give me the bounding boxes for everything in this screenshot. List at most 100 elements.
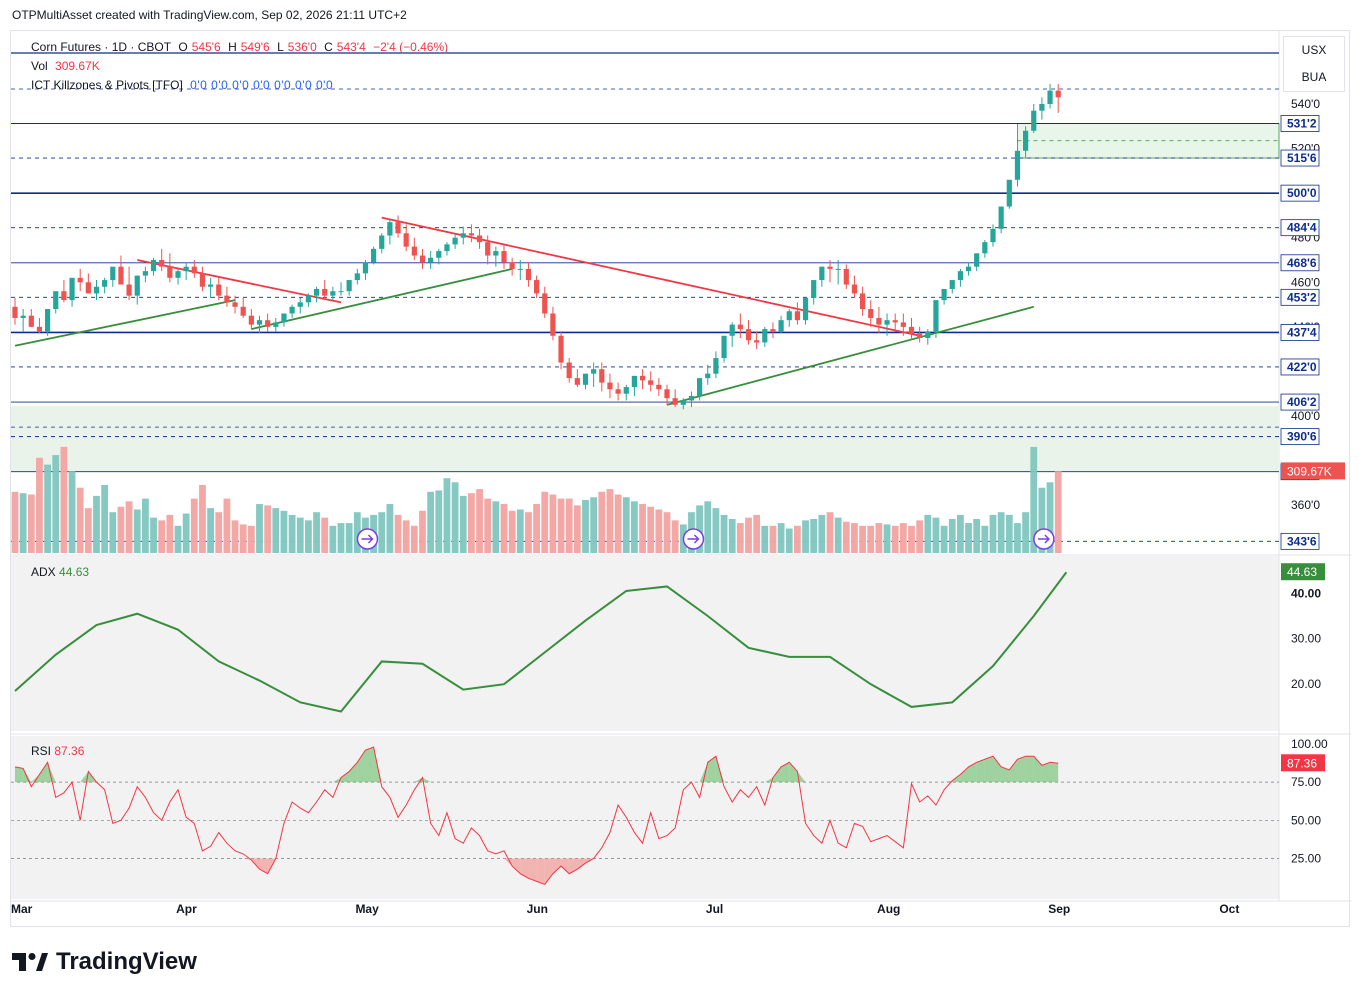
adx-tick-label: 40.00 xyxy=(1291,586,1321,600)
candle-body xyxy=(395,222,401,234)
volume-bar xyxy=(321,517,329,553)
volume-bar xyxy=(826,512,834,553)
candle-body xyxy=(1023,130,1029,151)
candle-body xyxy=(525,268,532,281)
tradingview-logo-text: TradingView xyxy=(56,948,197,975)
volume-bar xyxy=(696,505,703,553)
currency-unit[interactable]: USX xyxy=(1301,43,1327,57)
candle-body xyxy=(452,237,458,245)
candle-body xyxy=(786,311,792,321)
candle-body xyxy=(428,257,434,263)
candle-body xyxy=(542,293,548,314)
chart-svg[interactable]: 360'0400'0440'0460'0480'0520'0540'0531'2… xyxy=(11,31,1351,928)
volume-bar xyxy=(223,498,231,553)
volume-bar xyxy=(492,501,500,553)
main-legend: Corn Futures · 1D · CBOT O 545'6 H 549'6 L… xyxy=(31,40,452,54)
volume-bar xyxy=(402,520,410,553)
volume-bar xyxy=(52,455,60,553)
price-level-label: 343'6 xyxy=(1287,534,1317,548)
adx-last-label: 44.63 xyxy=(1287,565,1317,579)
candle-body xyxy=(436,251,442,258)
volume-bar xyxy=(1005,514,1013,553)
price-tick-label: 460'0 xyxy=(1291,275,1320,289)
price-level-box xyxy=(1280,219,1320,237)
price-level-label: 453'2 xyxy=(1287,290,1317,304)
price-tick-label: 540'0 xyxy=(1291,97,1320,111)
candle-body xyxy=(656,384,662,390)
volume-bar xyxy=(60,446,68,553)
legend-high-value: 549'6 xyxy=(240,40,270,54)
unit-selector[interactable]: USX BUA xyxy=(1283,36,1345,92)
volume-bar xyxy=(720,514,728,553)
rsi-overbought-fill xyxy=(422,777,431,783)
candle-body xyxy=(990,228,996,243)
candle-body xyxy=(28,315,34,327)
rsi-overbought-fill xyxy=(1033,756,1042,783)
volume-bar xyxy=(174,525,182,553)
volume-bar xyxy=(182,513,190,553)
rsi-oversold-fill xyxy=(512,858,521,874)
rsi-last-label: 87.36 xyxy=(1287,756,1317,770)
candle-body xyxy=(843,268,849,285)
volume-bar xyxy=(419,510,426,553)
legend-symbol[interactable]: Corn Futures · 1D · CBOT xyxy=(31,40,172,54)
volume-bar xyxy=(1022,512,1029,553)
candle-body xyxy=(697,378,703,396)
volume-bar xyxy=(476,489,483,553)
rsi-overbought-fill xyxy=(968,762,977,783)
volume-bar xyxy=(44,464,51,553)
volume-bar xyxy=(573,505,581,553)
candle-body xyxy=(770,329,776,332)
price-level-box xyxy=(1280,184,1320,202)
price-level-box xyxy=(1280,358,1320,376)
volume-bar xyxy=(867,525,875,553)
volume-bar xyxy=(190,498,198,553)
adx-pane-bg xyxy=(11,556,1279,731)
volume-bar xyxy=(443,478,451,553)
volume-bar xyxy=(296,517,304,553)
candle-body xyxy=(941,288,947,301)
candle-body xyxy=(485,242,491,256)
candle-body xyxy=(884,320,890,325)
candle-body xyxy=(933,300,939,332)
price-level-label: 484'4 xyxy=(1287,221,1317,235)
tradingview-logo[interactable]: TradingView xyxy=(12,948,197,976)
candle-body xyxy=(737,324,743,330)
price-level-box xyxy=(1280,393,1320,411)
volume-bar xyxy=(785,528,793,553)
volume-label[interactable]: Vol xyxy=(31,59,48,73)
quantity-unit[interactable]: BUA xyxy=(1301,70,1327,84)
price-tick-label: 400'0 xyxy=(1291,409,1320,423)
rsi-legend: RSI 87.36 xyxy=(31,744,84,758)
candle-body xyxy=(208,284,214,287)
price-level-box xyxy=(1280,532,1320,550)
candle-body xyxy=(574,378,580,385)
volume-bar xyxy=(712,508,720,553)
chart-frame[interactable]: 360'0400'0440'0460'0480'0520'0540'0531'2… xyxy=(10,30,1351,928)
rsi-label[interactable]: RSI xyxy=(31,744,52,758)
volume-bar xyxy=(728,519,736,553)
volume-bar xyxy=(166,514,174,553)
rsi-pane-bg xyxy=(11,736,1279,899)
time-tick-label: Apr xyxy=(176,902,197,916)
candle-body xyxy=(745,329,752,341)
volume-bar xyxy=(378,512,386,553)
candle-body xyxy=(835,268,841,270)
price-level-box xyxy=(1280,288,1320,306)
volume-bar xyxy=(753,514,761,553)
volume-bar xyxy=(777,523,785,553)
volume-bar xyxy=(353,512,361,553)
candle-body xyxy=(762,329,768,343)
candle-body xyxy=(110,266,116,281)
volume-bar xyxy=(516,509,524,553)
candle-body xyxy=(12,306,18,318)
support-zone xyxy=(11,406,1279,472)
candle-body xyxy=(827,266,833,269)
adx-label[interactable]: ADX xyxy=(31,565,56,579)
indicator-label[interactable]: ICT Killzones & Pivots [TFO] xyxy=(31,78,183,92)
rsi-overbought-fill xyxy=(1025,756,1034,783)
price-level-label: 422'0 xyxy=(1287,360,1317,374)
volume-bar xyxy=(288,514,296,553)
volume-bar xyxy=(158,520,166,553)
rsi-overbought-fill xyxy=(976,759,985,783)
